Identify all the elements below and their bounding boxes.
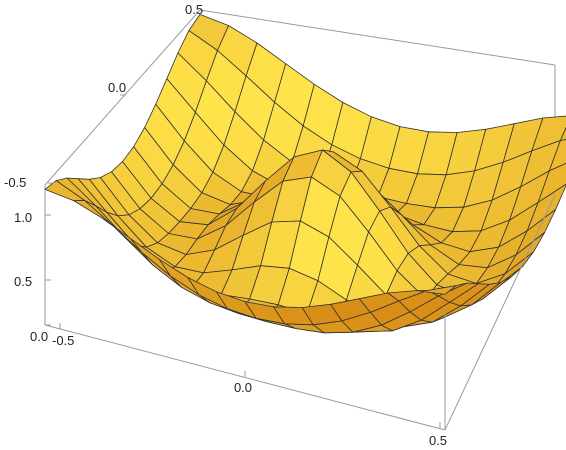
y-tick-label-bottom: -0.5 — [4, 175, 26, 190]
y-tick-label-mid: 0.0 — [108, 80, 126, 95]
tick-labels: 0.5 0.0 -0.5 1.0 0.5 0.0 -0.5 0.0 0.5 — [4, 2, 447, 448]
z-tick-label-bottom: 0.0 — [30, 329, 48, 344]
y-tick-label-top: 0.5 — [185, 2, 203, 17]
box-edge-front-right-bottom — [444, 194, 556, 431]
box-edge-front-left-bottom — [44, 324, 446, 431]
x-tick-label-mid: 0.0 — [234, 380, 252, 395]
x-tick-label-right: 0.5 — [429, 433, 447, 448]
tick-marks — [45, 94, 441, 428]
z-tick-label-mid: 0.5 — [14, 274, 32, 289]
box-edge-back-left — [44, 9, 201, 186]
surface-patch — [548, 139, 566, 172]
surface — [44, 13, 566, 334]
box-edge-back-top — [199, 9, 556, 66]
surface-patch — [415, 285, 457, 295]
surface-patch — [560, 126, 566, 141]
plot-box-front — [44, 194, 556, 431]
z-tick-label-top: 1.0 — [14, 210, 32, 225]
x-tick-label-left: -0.5 — [52, 333, 74, 348]
